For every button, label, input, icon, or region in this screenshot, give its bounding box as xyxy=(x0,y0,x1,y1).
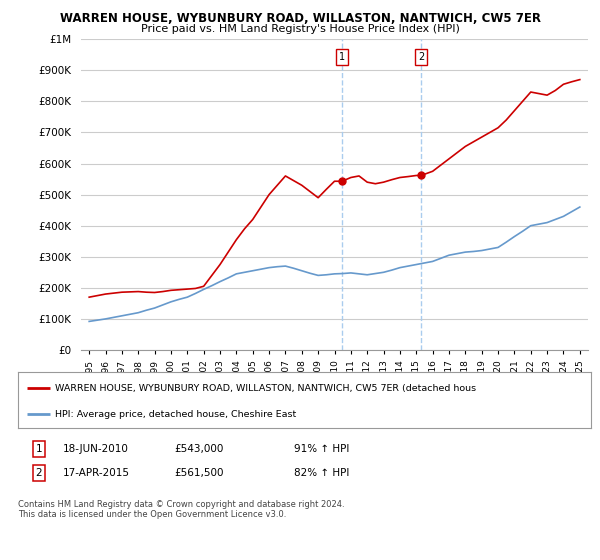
Text: 91% ↑ HPI: 91% ↑ HPI xyxy=(294,444,349,454)
Text: £561,500: £561,500 xyxy=(174,468,223,478)
Text: Contains HM Land Registry data © Crown copyright and database right 2024.
This d: Contains HM Land Registry data © Crown c… xyxy=(18,500,344,519)
Text: WARREN HOUSE, WYBUNBURY ROAD, WILLASTON, NANTWICH, CW5 7ER: WARREN HOUSE, WYBUNBURY ROAD, WILLASTON,… xyxy=(59,12,541,25)
Text: 82% ↑ HPI: 82% ↑ HPI xyxy=(294,468,349,478)
Text: 1: 1 xyxy=(35,444,43,454)
Text: 1: 1 xyxy=(339,52,345,62)
Text: HPI: Average price, detached house, Cheshire East: HPI: Average price, detached house, Ches… xyxy=(55,410,296,419)
Text: WARREN HOUSE, WYBUNBURY ROAD, WILLASTON, NANTWICH, CW5 7ER (detached hous: WARREN HOUSE, WYBUNBURY ROAD, WILLASTON,… xyxy=(55,384,476,393)
Text: Price paid vs. HM Land Registry's House Price Index (HPI): Price paid vs. HM Land Registry's House … xyxy=(140,24,460,34)
Text: 18-JUN-2010: 18-JUN-2010 xyxy=(63,444,129,454)
Text: 17-APR-2015: 17-APR-2015 xyxy=(63,468,130,478)
Text: 2: 2 xyxy=(418,52,424,62)
Text: 2: 2 xyxy=(35,468,43,478)
Text: £543,000: £543,000 xyxy=(174,444,223,454)
